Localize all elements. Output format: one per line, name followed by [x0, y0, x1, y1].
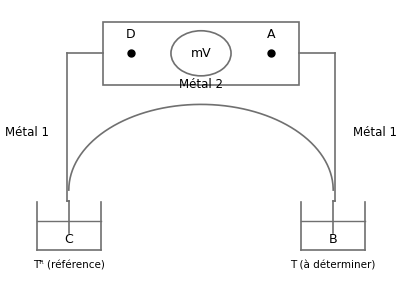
Text: Métal 1: Métal 1 [352, 127, 396, 140]
Text: mV: mV [190, 47, 211, 60]
Text: D: D [126, 28, 136, 41]
Text: Métal 2: Métal 2 [178, 78, 223, 91]
Text: B: B [328, 233, 337, 246]
Text: A: A [266, 28, 275, 41]
Bar [103, 22, 298, 85]
Text: C: C [64, 233, 73, 246]
Text: Tᴿ (référence): Tᴿ (référence) [33, 261, 105, 271]
Text: T (à déterminer): T (à déterminer) [290, 261, 375, 271]
Text: Métal 1: Métal 1 [5, 127, 49, 140]
